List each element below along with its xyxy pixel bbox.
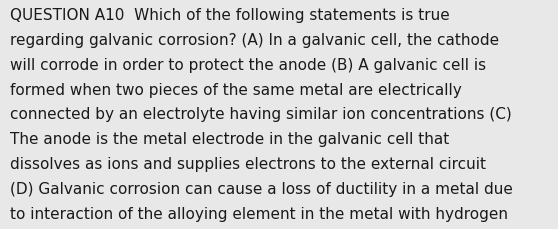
Text: formed when two pieces of the same metal are electrically: formed when two pieces of the same metal…: [10, 82, 462, 97]
Text: dissolves as ions and supplies electrons to the external circuit: dissolves as ions and supplies electrons…: [10, 156, 486, 171]
Text: to interaction of the alloying element in the metal with hydrogen: to interaction of the alloying element i…: [10, 206, 508, 221]
Text: The anode is the metal electrode in the galvanic cell that: The anode is the metal electrode in the …: [10, 132, 449, 147]
Text: (D) Galvanic corrosion can cause a loss of ductility in a metal due: (D) Galvanic corrosion can cause a loss …: [10, 181, 513, 196]
Text: regarding galvanic corrosion? (A) In a galvanic cell, the cathode: regarding galvanic corrosion? (A) In a g…: [10, 33, 499, 48]
Text: connected by an electrolyte having similar ion concentrations (C): connected by an electrolyte having simil…: [10, 107, 512, 122]
Text: QUESTION A10  Which of the following statements is true: QUESTION A10 Which of the following stat…: [10, 8, 450, 23]
Text: will corrode in order to protect the anode (B) A galvanic cell is: will corrode in order to protect the ano…: [10, 57, 486, 72]
